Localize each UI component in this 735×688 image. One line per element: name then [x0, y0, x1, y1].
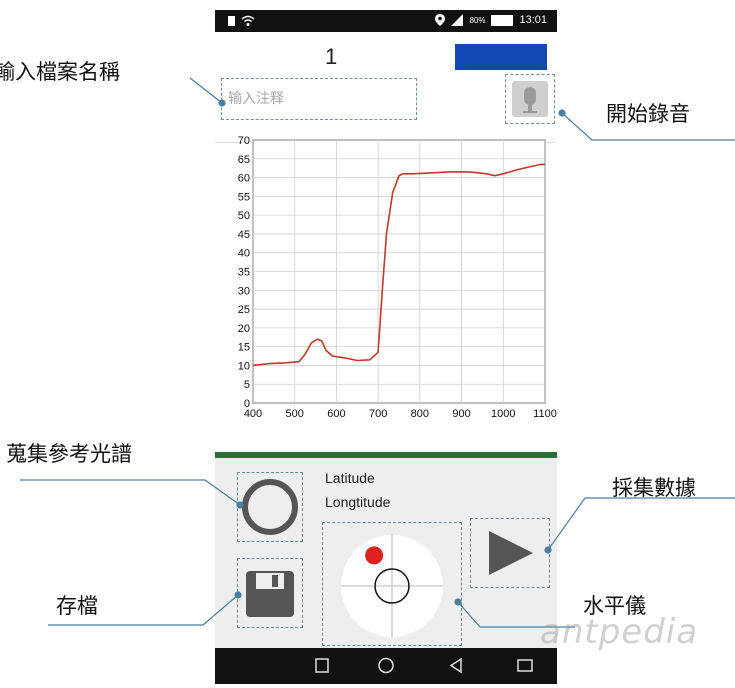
note-input[interactable] — [228, 91, 408, 107]
x-tick-label: 500 — [286, 408, 304, 420]
nav-menu-icon[interactable] — [517, 659, 533, 672]
nav-square-icon[interactable] — [315, 658, 329, 673]
y-tick-label: 0 — [244, 398, 250, 410]
wifi-icon — [241, 15, 255, 26]
nav-bar — [215, 648, 557, 684]
level-bubble — [365, 546, 384, 565]
header-action-button[interactable] — [455, 44, 547, 70]
file-name-label[interactable]: 1 — [325, 44, 338, 69]
section-divider — [215, 452, 557, 458]
phone-screen: 80% 13:01 1 400 500 600 700 800 900 1000 1100 0 5… — [203, 0, 557, 684]
y-tick-label: 65 — [238, 154, 250, 166]
latitude-label: Latitude — [325, 470, 375, 486]
status-bar: 80% 13:01 — [215, 10, 557, 32]
y-tick-label: 30 — [238, 285, 250, 297]
callout-save: 存檔 — [56, 594, 98, 618]
callout-collect-data: 採集數據 — [612, 476, 696, 500]
battery-percent: 80% — [469, 15, 486, 25]
save-button-box[interactable] — [237, 558, 303, 628]
note-input-box[interactable] — [221, 78, 417, 120]
play-icon[interactable] — [471, 519, 549, 587]
nav-back-icon[interactable] — [449, 657, 462, 674]
x-tick-label: 400 — [244, 408, 262, 420]
y-tick-label: 70 — [238, 135, 250, 147]
y-tick-label: 20 — [238, 323, 250, 335]
sim-icon — [228, 16, 235, 26]
battery-icon — [491, 14, 514, 26]
location-icon — [435, 14, 446, 26]
y-tick-label: 40 — [238, 248, 250, 260]
x-tick-label: 700 — [369, 408, 387, 420]
callout-level: 水平儀 — [583, 594, 646, 618]
level-indicator-box — [322, 522, 462, 646]
x-tick-label: 900 — [452, 408, 470, 420]
microphone-icon — [523, 87, 537, 113]
y-tick-label: 10 — [238, 360, 250, 372]
longitude-label: Longtitude — [325, 494, 391, 510]
y-tick-label: 25 — [238, 304, 250, 316]
level-bubble-icon — [341, 535, 443, 637]
y-tick-label: 50 — [238, 210, 250, 222]
callout-start-recording: 開始錄音 — [606, 102, 690, 126]
y-tick-label: 60 — [238, 173, 250, 185]
y-tick-label: 15 — [238, 342, 250, 354]
signal-icon — [451, 14, 464, 26]
record-button[interactable] — [512, 81, 548, 117]
watermark: antpedia — [540, 612, 699, 652]
record-button-box[interactable] — [505, 74, 555, 124]
y-tick-label: 5 — [244, 379, 250, 391]
circle-reference-icon[interactable] — [238, 473, 302, 541]
x-tick-label: 600 — [327, 408, 345, 420]
x-tick-label: 1000 — [491, 408, 515, 420]
spectrum-chart: 400 500 600 700 800 900 1000 1100 0 5 10 15 20 25 30 35… — [238, 135, 557, 420]
callout-collect-reference: 蒐集參考光譜 — [6, 442, 132, 466]
nav-home-icon[interactable] — [378, 657, 394, 674]
callout-file-name: 輸入檔案名稱 — [0, 60, 120, 84]
series-line — [252, 163, 545, 367]
status-time: 13:01 — [519, 14, 547, 26]
y-tick-label: 55 — [238, 191, 250, 203]
x-tick-label: 1100 — [533, 408, 557, 420]
x-tick-label: 800 — [411, 408, 429, 420]
y-tick-label: 45 — [238, 229, 250, 241]
floppy-save-icon[interactable] — [238, 559, 302, 627]
header-area: 1 — [215, 32, 557, 143]
y-tick-label: 35 — [238, 267, 250, 279]
